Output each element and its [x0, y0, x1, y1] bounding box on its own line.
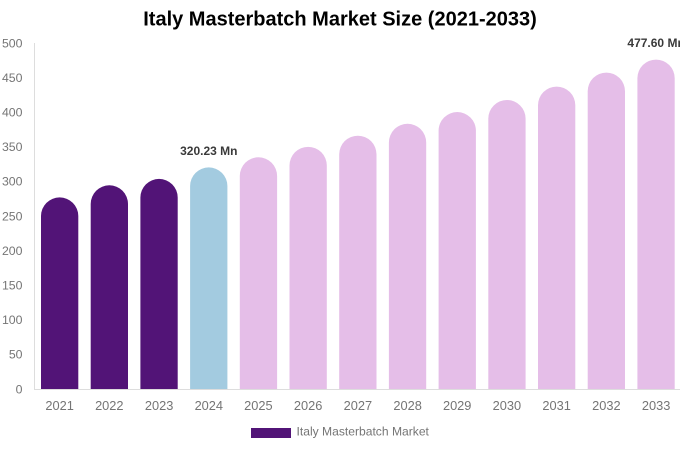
svg-text:100: 100	[2, 313, 23, 327]
svg-text:2023: 2023	[145, 398, 173, 413]
svg-text:2027: 2027	[344, 398, 372, 413]
svg-text:2025: 2025	[244, 398, 272, 413]
svg-text:400: 400	[2, 106, 23, 120]
svg-text:2032: 2032	[592, 398, 620, 413]
svg-text:0: 0	[16, 382, 23, 396]
svg-text:320.23 Mn: 320.23 Mn	[180, 144, 237, 158]
svg-text:250: 250	[2, 209, 23, 223]
svg-text:2030: 2030	[493, 398, 521, 413]
svg-text:450: 450	[2, 71, 23, 85]
svg-text:477.60 Mn: 477.60 Mn	[627, 36, 680, 50]
svg-text:Italy Masterbatch Market: Italy Masterbatch Market	[297, 425, 430, 439]
svg-text:350: 350	[2, 140, 23, 154]
svg-text:200: 200	[2, 244, 23, 258]
svg-text:2028: 2028	[393, 398, 421, 413]
svg-text:300: 300	[2, 175, 23, 189]
svg-text:2031: 2031	[542, 398, 570, 413]
svg-text:2029: 2029	[443, 398, 471, 413]
svg-text:500: 500	[2, 36, 23, 50]
svg-text:50: 50	[9, 348, 23, 362]
svg-text:2026: 2026	[294, 398, 322, 413]
svg-text:2024: 2024	[195, 398, 223, 413]
svg-text:2022: 2022	[95, 398, 123, 413]
svg-text:Italy Masterbatch Market Size: Italy Masterbatch Market Size (2021-2033…	[143, 9, 537, 31]
svg-text:2021: 2021	[45, 398, 73, 413]
svg-text:2033: 2033	[642, 398, 670, 413]
svg-text:150: 150	[2, 279, 23, 293]
